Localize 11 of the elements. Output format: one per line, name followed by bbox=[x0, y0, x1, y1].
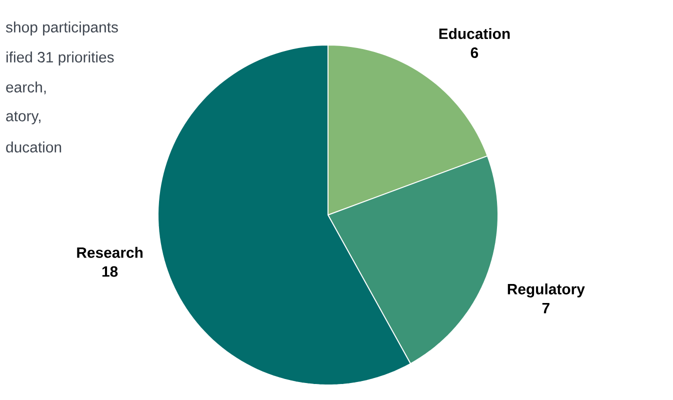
slice-label: Regulatory bbox=[508, 283, 585, 298]
slice-label: Education bbox=[439, 28, 510, 40]
text: atory, bbox=[6, 112, 40, 124]
text: earch, bbox=[6, 82, 46, 94]
data-label: 18 bbox=[102, 266, 118, 277]
slice-label: Research bbox=[77, 246, 143, 258]
text: shop participants bbox=[6, 22, 118, 36]
data-label: 7 bbox=[542, 302, 550, 314]
data-label: 6 bbox=[470, 47, 478, 58]
text: ified 31 priorities bbox=[6, 52, 114, 66]
text: ducation bbox=[6, 142, 62, 152]
